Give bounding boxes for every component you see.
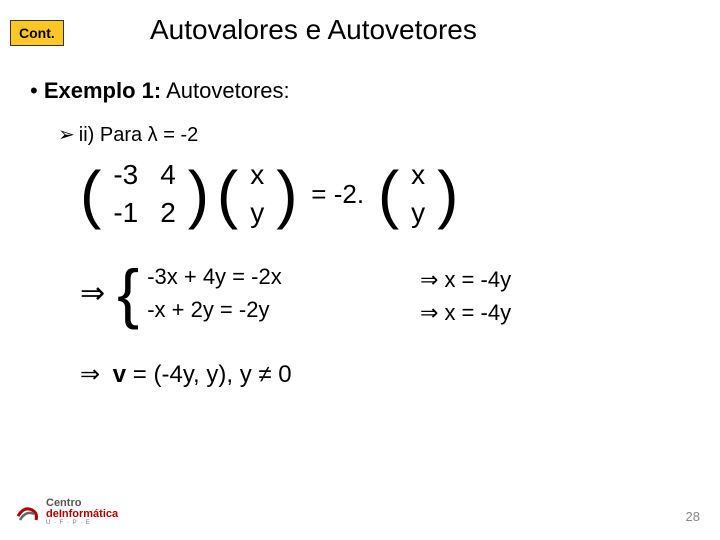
page-title: Autovalores e Autovetores bbox=[150, 14, 477, 46]
cont-badge: Cont. bbox=[10, 20, 64, 46]
triangle-icon: ➢ bbox=[58, 124, 75, 146]
vector-xy-right: ( xy ) bbox=[378, 155, 459, 233]
logo-text: Centro deInformática U · F · P · E bbox=[46, 498, 118, 526]
matrix-equation: ( -34-12 ) ( xy ) = -2. ( xy ) bbox=[80, 155, 458, 233]
example-label: Exemplo 1: bbox=[44, 78, 161, 103]
page-number: 28 bbox=[686, 509, 700, 524]
vector-xy-left: ( xy ) bbox=[217, 155, 298, 233]
sub-text: ii) Para λ = -2 bbox=[79, 124, 198, 146]
implies-icon: ⇒ bbox=[80, 276, 105, 311]
scalar-text: = -2. bbox=[311, 179, 364, 210]
example-bullet: • Exemplo 1: Autovetores: bbox=[30, 78, 290, 104]
system-eq2: -x + 2y = -2y bbox=[147, 293, 282, 326]
brace-icon: { bbox=[117, 277, 139, 310]
implies-icon: ⇒ bbox=[420, 267, 438, 292]
implies-icon: ⇒ bbox=[80, 361, 100, 388]
system-block: ⇒ { -3x + 4y = -2x -x + 2y = -2y bbox=[80, 260, 282, 326]
conclusion-vec: v bbox=[113, 361, 126, 388]
matrix-A: ( -34-12 ) bbox=[80, 155, 209, 233]
result-1: x = -4y bbox=[444, 267, 511, 292]
conclusion-rest: = (-4y, y), y ≠ 0 bbox=[126, 361, 291, 388]
sub-bullet: ➢ii) Para λ = -2 bbox=[58, 122, 198, 147]
results-block: ⇒x = -4y ⇒x = -4y bbox=[420, 263, 511, 329]
result-2: x = -4y bbox=[444, 300, 511, 325]
system-eq1: -3x + 4y = -2x bbox=[147, 260, 282, 293]
logo-swirl-icon bbox=[14, 500, 42, 524]
conclusion: ⇒ v = (-4y, y), y ≠ 0 bbox=[80, 360, 292, 389]
footer-logo: Centro deInformática U · F · P · E bbox=[14, 498, 118, 526]
implies-icon: ⇒ bbox=[420, 300, 438, 325]
example-rest: Autovetores: bbox=[161, 78, 289, 103]
